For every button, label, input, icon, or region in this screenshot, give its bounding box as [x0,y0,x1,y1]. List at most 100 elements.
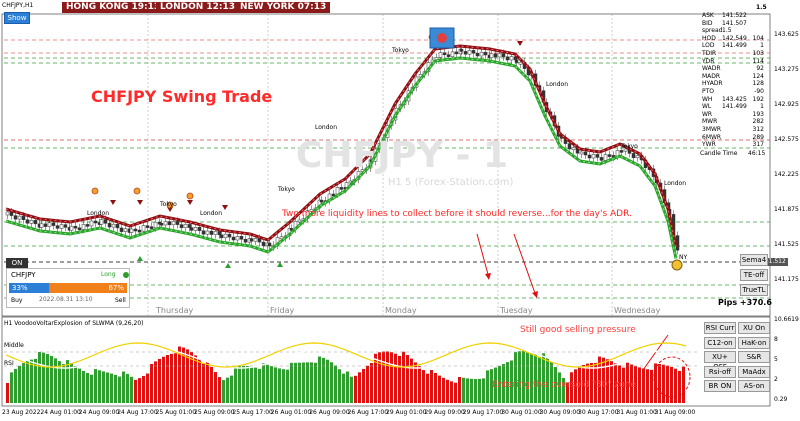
candle-body [213,231,218,235]
candle-body [231,236,236,241]
histogram-bar [306,362,309,403]
pivot-dot-icon [166,201,174,209]
stats-row: MWR 282 [698,118,768,126]
histogram-bar [34,358,37,403]
indicator-toggle-button[interactable]: C12-on [704,336,736,349]
date-tick-label: 29 Aug 09:00 [424,409,465,416]
long-dot-icon [123,272,129,278]
histogram-bar [354,375,357,403]
stats-key: MWR [702,118,718,126]
candle-body [253,238,258,242]
trade-sell-label[interactable]: Sell [115,297,126,304]
watermark: CHFJPY - 1 [296,135,509,176]
histogram-bar [138,378,141,403]
candle-body [619,150,624,153]
candle-body [227,233,232,238]
label-tokyo-1: Tokyo [160,201,177,208]
indicator-toggle-button[interactable]: MaAdx [738,365,770,378]
histogram-bar [98,370,101,403]
candle-body [29,220,34,224]
true-tl-button[interactable]: TrueTL [740,284,768,296]
stats-row: MADR 124 [698,73,768,81]
indicator-toggle-button[interactable]: RSI Curr [704,322,736,334]
projection-arrow-head [532,291,538,298]
stats-value-2: 1 [760,103,764,111]
indicator-toggle-button[interactable]: HaK-on [738,336,770,349]
label-london-4: London [546,81,568,88]
te-off-button[interactable]: TE-off [740,269,768,281]
candle-body [459,48,464,52]
indicator-toggle-button[interactable]: XU+ OFF [704,351,736,371]
histogram-bar [546,357,549,403]
stats-value-2: 104 [752,34,764,42]
candle-body [201,230,206,235]
current-price-tag: 141.512 [759,258,788,266]
candle-body [189,227,194,231]
histogram-bar [474,379,477,403]
histogram-bar [162,356,165,403]
candle-body [159,223,164,226]
date-tick-label: 25 Aug 17:00 [232,409,273,416]
stats-value: 141.499 [722,103,747,111]
date-tick-label: 30 Aug 09:00 [539,409,581,416]
stats-key: spread [702,27,723,35]
session-new-york: NEW YORK 07:13 [236,2,331,13]
trade-widget[interactable]: CHFJPY Long 33% 67% Buy 2022.08.31 13:10… [6,268,130,308]
indicator-scale-label: 8 [774,336,778,343]
indicator-toggle-button[interactable]: S&R [738,351,770,363]
label-london-1: London [87,210,109,217]
histogram-bar [214,372,217,403]
indicator-toggle-button[interactable]: AS-on [738,380,770,392]
stats-value-2: 282 [752,118,764,126]
indicator-toggle-button[interactable]: Rsi-off [704,365,736,378]
candle-body [193,227,198,231]
histogram-bar [490,369,493,403]
price-tick-label: 141.875 [774,206,799,213]
candle-body [438,52,443,58]
candle-body [69,225,74,231]
candle-body [331,193,336,197]
candle-body [591,154,596,159]
stats-key: WL [702,103,712,111]
trade-buy-label[interactable]: Buy [11,297,23,304]
sema4-button[interactable]: Sema4 [740,254,768,266]
candle-body [579,151,584,155]
indicator-scale-label: 5 [774,356,778,363]
candle-body [243,239,248,243]
stats-row: WL 141.499 1 [698,103,768,111]
histogram-bar [282,369,285,403]
date-tick-label: 23 Aug 2022 [2,409,41,416]
candle-body [63,224,68,228]
stats-key: LOD [702,42,715,50]
liquidity-note: Two more liquidity lines to collect befo… [282,209,632,219]
on-toggle[interactable]: ON [6,258,28,268]
histogram-bar [674,368,677,403]
stats-value-2: 1 [760,42,764,50]
histogram-bar [378,352,381,403]
histogram-bar [126,373,129,403]
histogram-bar [58,361,61,403]
show-button[interactable]: Show [4,12,30,24]
stats-value-2: 312 [752,126,764,133]
candle-body [145,225,150,228]
histogram-bar [230,375,233,403]
pivot-dot-icon [186,192,194,200]
stats-panel: 1.5 ASK 141.522 BID 141.507 spread 1.5 HOD 142.… [698,4,768,160]
histogram-bar [342,373,345,403]
histogram-bar [362,368,365,403]
histogram-bar [310,362,313,403]
candle-body [25,219,30,224]
histogram-bar [570,372,573,403]
down-arrow-icon [167,207,173,212]
candle-body [442,52,447,55]
histogram-bar [106,372,109,403]
candle-body [261,241,266,247]
histogram-bar [510,360,513,403]
histogram-bar [410,358,413,403]
indicator-toggle-button[interactable]: XU On [738,322,770,334]
histogram-bar [66,360,69,403]
histogram-bar [10,372,13,403]
histogram-bar [314,362,317,403]
indicator-toggle-button[interactable]: BR ON [704,380,736,392]
